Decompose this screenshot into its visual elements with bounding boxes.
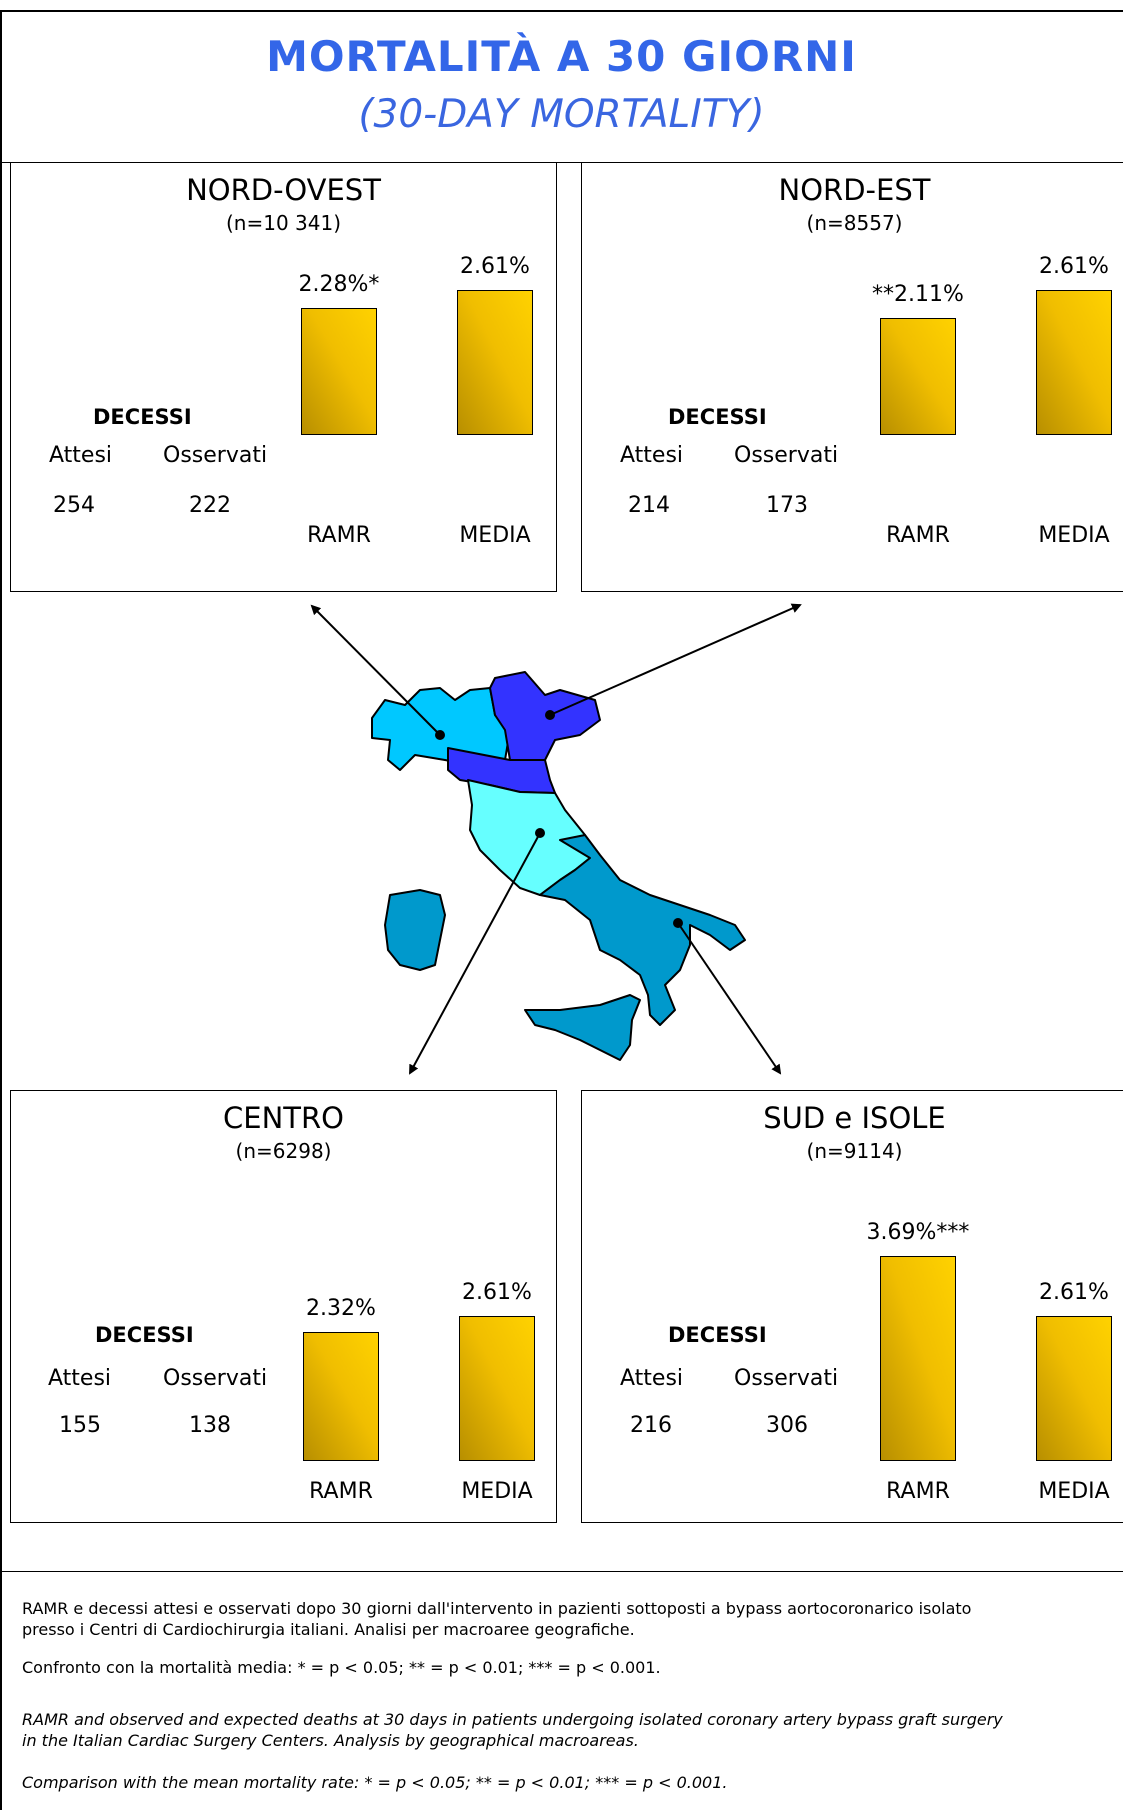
dot-sud-isole [673, 918, 683, 928]
observed-label: Osservati [163, 443, 268, 468]
dot-nord-est [545, 710, 555, 720]
bar-ramr [303, 1332, 379, 1461]
bar-media [459, 1316, 535, 1461]
observed-label: Osservati [734, 443, 839, 468]
region-title: NORD-EST [778, 173, 931, 207]
observed-label: Osservati [163, 1366, 268, 1391]
value-label-ramr: 2.32% [306, 1296, 376, 1321]
observed-value: 173 [766, 493, 808, 518]
panel-nord-est: NORD-EST (n=8557) DECESSI Attesi Osserva… [581, 162, 1123, 592]
arrow-sud-isole [677, 922, 782, 1075]
arrow-centro [409, 832, 541, 1075]
chart-subtitle: (30-DAY MORTALITY) [358, 92, 765, 137]
bar-ramr [880, 318, 956, 435]
deaths-label: DECESSI [95, 1323, 194, 1347]
bar-ramr [301, 308, 377, 435]
expected-value: 254 [53, 493, 95, 518]
footnote-italian-1: RAMR e decessi attesi e osservati dopo 3… [22, 1599, 972, 1618]
bar-media [457, 290, 533, 435]
value-label-media: 2.61% [460, 254, 530, 279]
category-label-media: MEDIA [1038, 1479, 1110, 1504]
bar-media [1036, 290, 1112, 435]
region-n: (n=8557) [806, 211, 903, 235]
region-n: (n=10 341) [225, 211, 342, 235]
observed-value: 306 [766, 1413, 808, 1438]
map-region-sicilia [524, 994, 641, 1061]
panel-sud-isole: SUD e ISOLE (n=9114) DECESSI Attesi Osse… [581, 1090, 1123, 1523]
footnote-italian-3: Confronto con la mortalità media: * = p … [22, 1658, 661, 1677]
value-label-ramr: **2.11% [872, 282, 964, 307]
value-label-media: 2.61% [1039, 254, 1109, 279]
region-title: NORD-OVEST [186, 173, 381, 207]
dot-nord-ovest [435, 730, 445, 740]
map-region-sud [539, 834, 746, 1026]
category-label-ramr: RAMR [307, 523, 371, 548]
bar-media [1036, 1316, 1112, 1461]
expected-label: Attesi [49, 443, 113, 468]
arrow-nord-est [549, 603, 802, 716]
divider-bottom [0, 1571, 1123, 1572]
value-label-media: 2.61% [1039, 1280, 1109, 1305]
observed-label: Osservati [734, 1366, 839, 1391]
footnote-english-3: Comparison with the mean mortality rate:… [22, 1773, 728, 1792]
expected-value: 216 [630, 1413, 672, 1438]
category-label-media: MEDIA [1038, 523, 1110, 548]
dot-centro [535, 828, 545, 838]
value-label-ramr: 2.28%* [298, 272, 380, 297]
chart-title: MORTALITÀ A 30 GIORNI [266, 32, 857, 81]
value-label-ramr: 3.69%*** [866, 1220, 970, 1245]
category-label-ramr: RAMR [309, 1479, 373, 1504]
map-region-nord-est-a [489, 671, 601, 761]
deaths-label: DECESSI [668, 1323, 767, 1347]
value-label-media: 2.61% [462, 1280, 532, 1305]
region-title: SUD e ISOLE [763, 1101, 946, 1135]
expected-label: Attesi [620, 443, 684, 468]
deaths-label: DECESSI [668, 405, 767, 429]
arrow-nord-ovest [310, 604, 441, 736]
observed-value: 138 [189, 1413, 231, 1438]
category-label-ramr: RAMR [886, 1479, 950, 1504]
footnote-english-2: in the Italian Cardiac Surgery Centers. … [22, 1731, 639, 1750]
bar-ramr [880, 1256, 956, 1461]
figure-frame [0, 10, 1123, 1810]
category-label-media: MEDIA [459, 523, 531, 548]
deaths-label: DECESSI [93, 405, 192, 429]
map-region-sardegna [384, 889, 446, 971]
region-n: (n=6298) [235, 1139, 332, 1163]
panel-nord-ovest: NORD-OVEST (n=10 341) DECESSI Attesi Oss… [10, 162, 557, 592]
category-label-ramr: RAMR [886, 523, 950, 548]
expected-label: Attesi [620, 1366, 684, 1391]
expected-value: 155 [59, 1413, 101, 1438]
footnote-italian-2: presso i Centri di Cardiochirurgia itali… [22, 1620, 635, 1639]
region-title: CENTRO [223, 1101, 344, 1135]
footnote-english-1: RAMR and observed and expected deaths at… [22, 1710, 1003, 1729]
region-n: (n=9114) [806, 1139, 903, 1163]
panel-centro: CENTRO (n=6298) DECESSI Attesi Osservati… [10, 1090, 557, 1523]
divider-top [0, 162, 1123, 163]
observed-value: 222 [189, 493, 231, 518]
expected-label: Attesi [48, 1366, 112, 1391]
expected-value: 214 [628, 493, 670, 518]
category-label-media: MEDIA [461, 1479, 533, 1504]
